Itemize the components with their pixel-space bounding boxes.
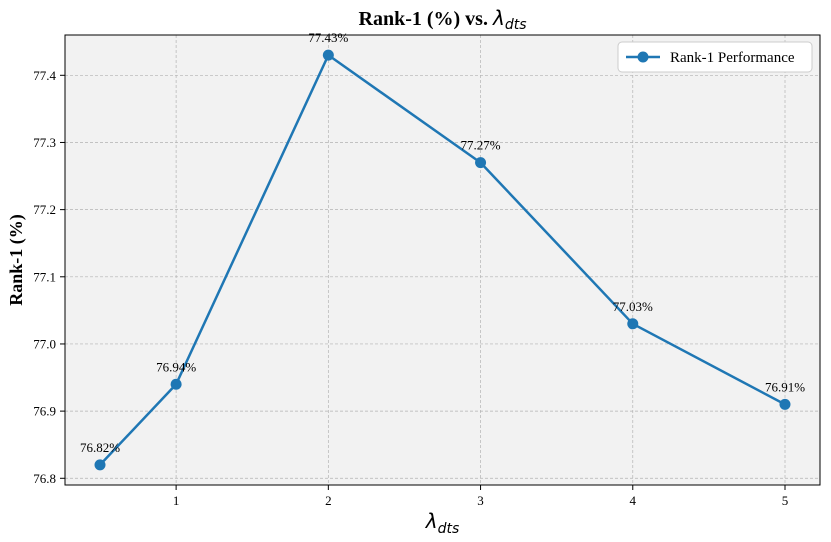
x-tick-label: 2 <box>325 493 332 508</box>
data-labels: 76.82% 76.94% 77.43% 77.27% 77.03% 76.91% <box>80 30 805 455</box>
x-tick-label: 5 <box>782 493 789 508</box>
x-tick-label: 1 <box>173 493 180 508</box>
chart-title: Rank-1 (%) vs. λdts <box>359 6 527 33</box>
y-tick-label: 76.9 <box>33 404 56 419</box>
chart-title-prefix: Rank-1 (%) vs. <box>359 8 493 30</box>
legend: Rank-1 Performance <box>617 41 813 73</box>
data-label: 76.94% <box>156 359 196 374</box>
series-line <box>99 53 786 466</box>
y-axis-label: Rank-1 (%) <box>6 214 27 306</box>
x-axis-label-symbol: λ <box>425 509 438 533</box>
x-tick-label: 4 <box>630 493 637 508</box>
y-tick-label: 77.4 <box>33 68 56 83</box>
data-point <box>322 49 334 61</box>
legend-box <box>617 41 813 73</box>
x-tick-label: 3 <box>477 493 484 508</box>
x-axis-label-subscript: dts <box>438 521 460 537</box>
axes: 1 2 3 4 5 76.8 76.9 77.0 77.1 77.2 77.3 77.4 <box>33 34 821 508</box>
data-point <box>94 459 106 471</box>
y-tick-label: 77.1 <box>33 269 56 284</box>
y-tick-label: 77.3 <box>33 135 56 150</box>
data-point <box>475 157 487 169</box>
data-label: 77.03% <box>613 299 653 314</box>
y-tick-label: 76.8 <box>33 471 56 486</box>
plot-area <box>65 35 820 485</box>
y-tick-label: 77.2 <box>33 202 56 217</box>
data-point <box>779 398 791 410</box>
data-label: 77.43% <box>308 30 348 45</box>
data-point <box>627 318 639 330</box>
chart-title-symbol: λ <box>492 6 505 30</box>
x-axis-label: λdts <box>425 509 460 537</box>
data-label: 76.91% <box>765 379 805 394</box>
grid-lines <box>65 35 820 485</box>
y-tick-label: 77.0 <box>33 336 56 351</box>
axes-frame <box>64 34 821 486</box>
data-label: 77.27% <box>461 138 501 153</box>
legend-point-marker <box>637 51 649 63</box>
chart-title-subscript: dts <box>505 17 527 33</box>
data-point <box>170 378 182 390</box>
legend-label: Rank-1 Performance <box>670 50 795 66</box>
series-rank-1-performance <box>94 49 791 471</box>
data-label: 76.82% <box>80 440 120 455</box>
